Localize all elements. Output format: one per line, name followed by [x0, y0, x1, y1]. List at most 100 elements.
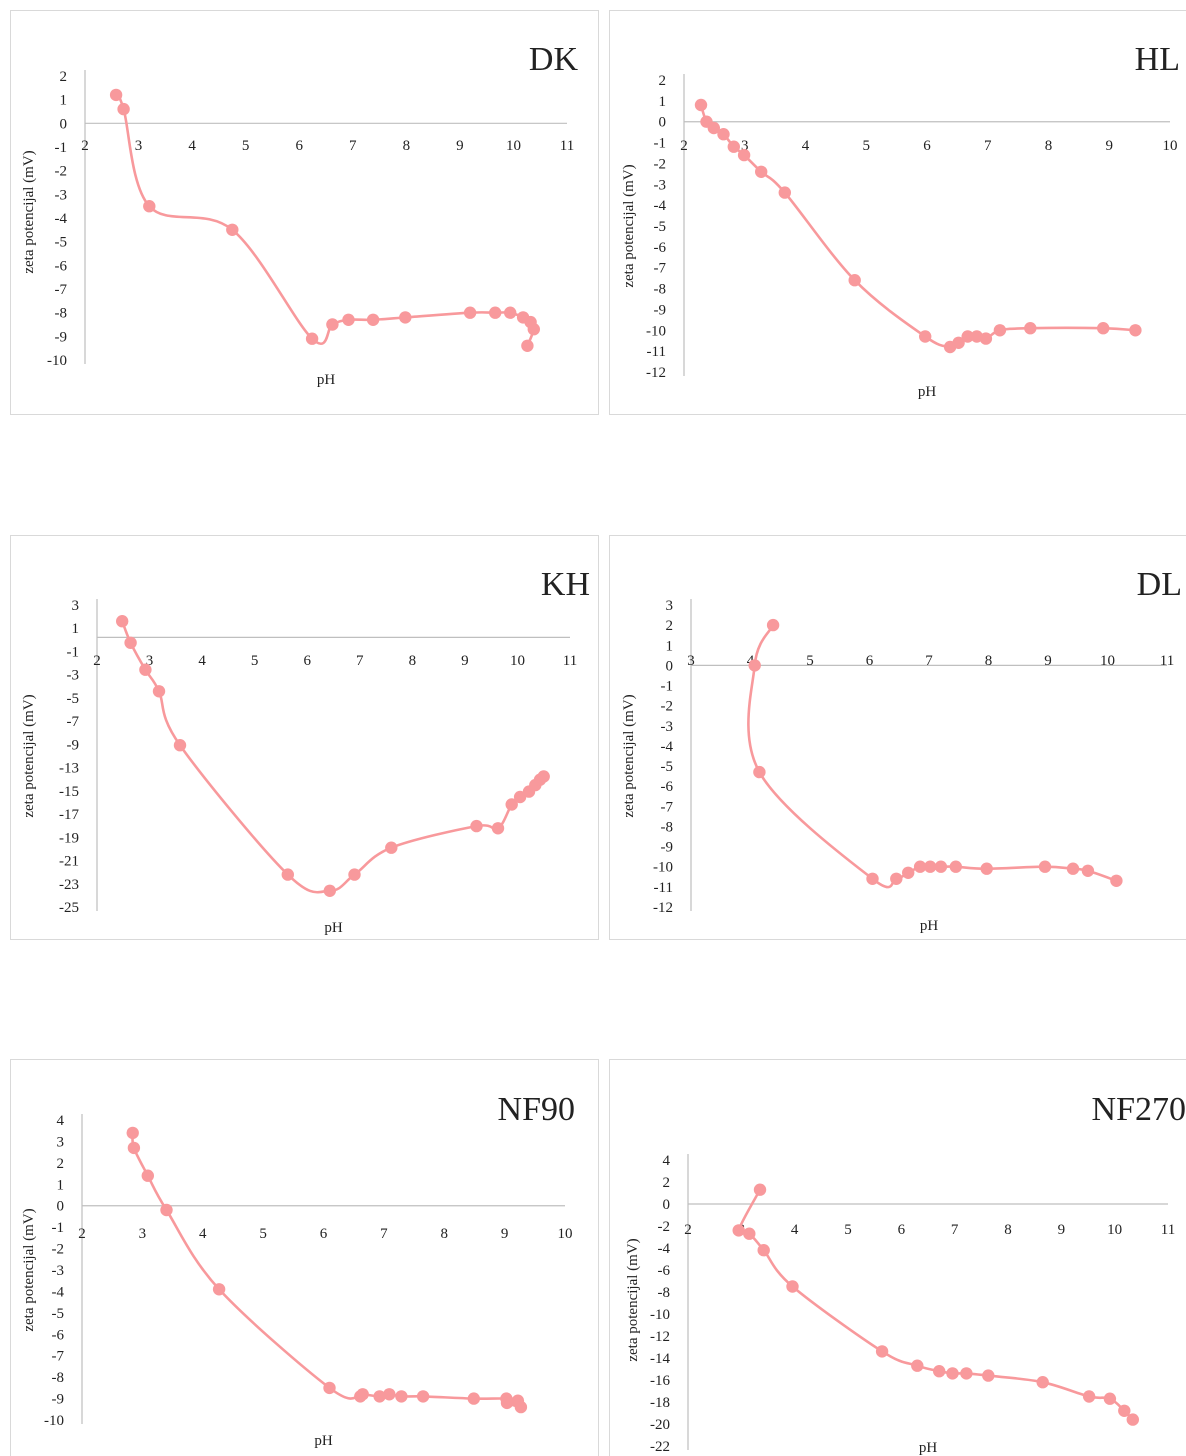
data-point — [952, 336, 965, 349]
y-tick-label: -1 — [55, 140, 68, 156]
y-tick-label: -2 — [658, 1219, 671, 1235]
data-point — [707, 121, 720, 135]
x-tick-label: 3 — [146, 653, 154, 669]
x-tick-label: 9 — [501, 1226, 509, 1242]
y-tick-label: 2 — [663, 1175, 671, 1191]
y-tick-label: 1 — [57, 1177, 65, 1193]
y-tick-label: -3 — [67, 668, 80, 684]
data-point — [521, 339, 534, 352]
x-tick-label: 2 — [78, 1226, 86, 1242]
x-tick-label: 3 — [687, 653, 695, 669]
y-tick-label: -6 — [52, 1327, 65, 1343]
chart-title: KH — [541, 566, 590, 603]
chart-frame — [10, 10, 599, 415]
y-tick-label: -6 — [658, 1263, 671, 1279]
y-axis-label: zeta potencijal (mV) — [21, 150, 37, 273]
x-tick-label: 7 — [951, 1222, 959, 1238]
data-point — [960, 1367, 973, 1380]
y-tick-label: -8 — [661, 819, 674, 835]
data-point — [946, 1367, 959, 1380]
chart-title: DL — [1137, 566, 1182, 603]
data-point — [848, 274, 861, 287]
x-tick-label: 9 — [1044, 653, 1052, 669]
y-tick-label: -9 — [67, 737, 80, 753]
series-line — [699, 103, 1137, 349]
y-tick-label: 2 — [57, 1156, 65, 1172]
x-tick-label: 8 — [441, 1226, 449, 1242]
data-point — [717, 128, 730, 141]
y-tick-label: 4 — [663, 1153, 671, 1169]
data-point — [778, 186, 791, 199]
x-tick-label: 6 — [303, 653, 311, 669]
y-axis-label: zeta potencijal (mV) — [621, 694, 637, 817]
x-tick-label: 5 — [242, 138, 250, 154]
x-tick-label: 11 — [560, 138, 574, 154]
y-tick-label: -6 — [654, 240, 667, 256]
x-tick-label: 5 — [844, 1222, 852, 1238]
x-tick-label: 8 — [985, 653, 993, 669]
data-point — [143, 200, 156, 213]
x-tick-label: 5 — [251, 653, 259, 669]
y-tick-label: -10 — [44, 1413, 64, 1429]
data-point — [399, 311, 412, 324]
data-point — [160, 1203, 173, 1217]
chart-nf270: 420-2-4-6-8-10-12-14-16-18-20-2223456789… — [609, 1059, 1186, 1456]
data-point — [933, 1365, 946, 1378]
data-point — [757, 1244, 770, 1257]
x-tick-label: 10 — [1100, 653, 1115, 669]
data-point — [786, 1280, 799, 1293]
data-point — [152, 685, 166, 698]
x-tick-label: 5 — [259, 1226, 267, 1242]
data-point — [911, 1359, 924, 1372]
y-tick-label: -1 — [654, 136, 667, 152]
x-axis-label: pH — [918, 384, 937, 400]
data-point — [116, 615, 129, 628]
x-tick-label: 9 — [456, 138, 464, 154]
y-tick-label: -7 — [52, 1349, 65, 1365]
y-tick-label: -19 — [59, 830, 79, 846]
chart-frame — [10, 1059, 599, 1456]
chart-frame — [609, 1059, 1186, 1456]
chart-dl: 3210-1-2-3-4-5-6-7-8-9-10-11-12345678910… — [609, 535, 1186, 940]
y-tick-label: 1 — [72, 621, 80, 637]
data-point — [173, 739, 187, 752]
y-tick-label: 3 — [72, 598, 80, 614]
y-tick-label: -4 — [661, 739, 674, 755]
x-tick-label: 6 — [898, 1222, 906, 1238]
data-point — [470, 819, 483, 833]
data-point — [126, 1126, 139, 1140]
y-axis-label: zeta potencijal (mV) — [621, 164, 637, 287]
data-point — [1129, 324, 1142, 337]
data-point — [1038, 860, 1052, 873]
chart-title: NF270 — [1092, 1091, 1186, 1128]
data-point — [385, 841, 398, 854]
x-tick-label: 6 — [295, 138, 303, 154]
y-tick-label: -12 — [653, 900, 673, 916]
data-point — [1081, 864, 1095, 877]
x-tick-label: 11 — [1160, 653, 1174, 669]
chart-frame — [609, 535, 1186, 940]
data-point — [727, 140, 740, 153]
data-point — [489, 306, 502, 319]
y-tick-label: -9 — [654, 302, 667, 318]
data-point — [124, 636, 137, 649]
y-tick-label: -15 — [59, 784, 79, 800]
y-tick-label: -18 — [650, 1395, 670, 1411]
x-tick-label: 5 — [806, 653, 814, 669]
y-tick-label: -10 — [653, 860, 673, 876]
y-tick-label: -5 — [67, 691, 80, 707]
data-point — [993, 324, 1007, 337]
data-point — [281, 868, 294, 881]
data-point — [395, 1390, 408, 1403]
y-tick-label: 3 — [57, 1134, 65, 1150]
x-tick-label: 10 — [1163, 138, 1178, 154]
x-tick-label: 9 — [461, 653, 469, 669]
data-point — [755, 165, 768, 178]
data-point — [537, 770, 550, 783]
y-tick-label: -11 — [654, 880, 673, 896]
x-tick-label: 4 — [188, 138, 196, 154]
y-tick-label: -13 — [59, 761, 79, 777]
y-tick-label: -12 — [650, 1329, 670, 1345]
data-point — [1110, 874, 1123, 887]
data-point — [982, 1369, 995, 1382]
